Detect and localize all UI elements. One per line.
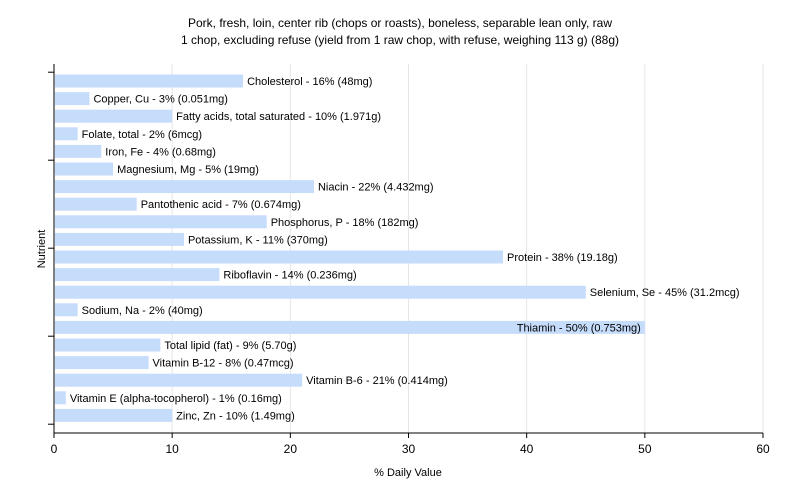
bar-data-label: Magnesium, Mg - 5% (19mg) (117, 164, 259, 176)
x-tick-label: 0 (51, 442, 58, 456)
bar-data-label: Thiamin - 50% (0.753mg) (517, 322, 641, 334)
bar-data-label: Fatty acids, total saturated - 10% (1.97… (176, 111, 381, 123)
bar-data-label: Cholesterol - 16% (48mg) (247, 76, 372, 88)
bar (55, 162, 114, 176)
bar (55, 356, 149, 370)
x-tick-label: 10 (165, 442, 179, 456)
grid-lines (171, 64, 764, 433)
x-tick-label: 20 (284, 442, 298, 456)
bar-data-label: Riboflavin - 14% (0.236mg) (223, 270, 356, 282)
x-axis-label: % Daily Value (374, 467, 442, 479)
bar (55, 285, 586, 299)
bar (55, 250, 504, 264)
bar (55, 197, 137, 211)
bar (55, 303, 78, 317)
bar-data-label: Folate, total - 2% (6mcg) (82, 129, 202, 141)
x-tick-label: 30 (402, 442, 416, 456)
bar-data-label: Copper, Cu - 3% (0.051mg) (93, 94, 228, 106)
bar (55, 144, 102, 158)
bar (55, 232, 184, 246)
x-tick-label: 40 (520, 442, 534, 456)
bar-data-label: Vitamin E (alpha-tocopherol) - 1% (0.16m… (70, 393, 282, 405)
bar-data-label: Vitamin B-12 - 8% (0.47mcg) (153, 358, 294, 370)
bar-data-label: Selenium, Se - 45% (31.2mcg) (590, 287, 740, 299)
chart-title-line-2: 1 chop, excluding refuse (yield from 1 r… (181, 33, 619, 47)
bar-data-label: Vitamin B-6 - 21% (0.414mg) (306, 375, 448, 387)
bar (55, 215, 267, 229)
bar (55, 74, 244, 88)
bar (55, 408, 173, 422)
bar (55, 92, 90, 106)
bar (55, 109, 173, 123)
bar (55, 373, 303, 387)
bar-data-label: Pantothenic acid - 7% (0.674mg) (141, 199, 301, 211)
bar (55, 127, 78, 141)
y-ticks-group (48, 71, 54, 425)
bar-data-label: Sodium, Na - 2% (40mg) (82, 305, 203, 317)
bar (55, 320, 645, 334)
bar-data-label: Phosphorus, P - 18% (182mg) (271, 217, 419, 229)
bar-data-label: Iron, Fe - 4% (0.68mg) (105, 146, 216, 158)
x-tick-label: 50 (638, 442, 652, 456)
bars-group: Cholesterol - 16% (48mg) Copper, Cu - 3% … (55, 74, 740, 422)
bar (55, 180, 314, 194)
chart-title-line-1: Pork, fresh, loin, center rib (chops or … (188, 16, 612, 30)
bar (55, 338, 161, 352)
bar-data-label: Total lipid (fat) - 9% (5.70g) (164, 340, 296, 352)
x-ticks-group: 0 10 20 30 40 50 60 (51, 433, 770, 456)
bar-data-label: Protein - 38% (19.18g) (507, 252, 618, 264)
bar (55, 391, 66, 405)
y-axis-label: Nutrient (36, 230, 48, 269)
bar-data-label: Niacin - 22% (4.432mg) (318, 182, 434, 194)
bar-data-label: Potassium, K - 11% (370mg) (188, 234, 328, 246)
bar-data-label: Zinc, Zn - 10% (1.49mg) (176, 410, 295, 422)
x-tick-label: 60 (756, 442, 770, 456)
bar (55, 268, 220, 282)
